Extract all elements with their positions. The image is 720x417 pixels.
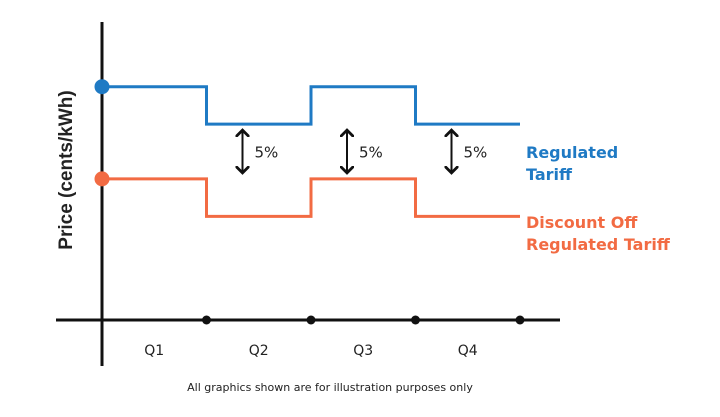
difference-label-2: 5% <box>464 144 488 162</box>
difference-annotations: 5% 5% 5% <box>243 130 488 173</box>
series-group <box>94 79 520 218</box>
footnote: All graphics shown are for illustration … <box>187 381 473 394</box>
difference-label-0: 5% <box>255 144 279 162</box>
x-tick-dot-2 <box>306 315 316 325</box>
x-ticks: Q1 Q2 Q3 Q4 <box>144 315 525 359</box>
series-0-start-dot <box>94 79 110 95</box>
x-tick-label-0: Q1 <box>144 343 164 359</box>
series-1-label-line-1: Regulated Tariff <box>526 235 671 254</box>
series-0-label-line-0: Regulated <box>526 143 618 162</box>
x-tick-label-2: Q3 <box>353 343 373 359</box>
x-tick-dot-1 <box>202 315 211 325</box>
series-1-line <box>102 177 520 218</box>
axes <box>56 22 560 366</box>
x-tick-dot-3 <box>411 315 420 325</box>
x-tick-dot-4 <box>515 315 525 325</box>
series-labels: Regulated Tariff Discount Off Regulated Tar… <box>526 143 671 254</box>
series-1-label-line-0: Discount Off <box>526 213 638 232</box>
difference-label-1: 5% <box>359 144 383 162</box>
x-tick-label-3: Q4 <box>458 343 478 359</box>
series-0-line <box>102 85 520 126</box>
series-1-start-dot <box>94 171 110 187</box>
y-axis-label: Price (cents/kWh) <box>56 90 77 249</box>
series-0-label-line-1: Tariff <box>526 165 573 184</box>
x-tick-label-1: Q2 <box>249 343 269 359</box>
